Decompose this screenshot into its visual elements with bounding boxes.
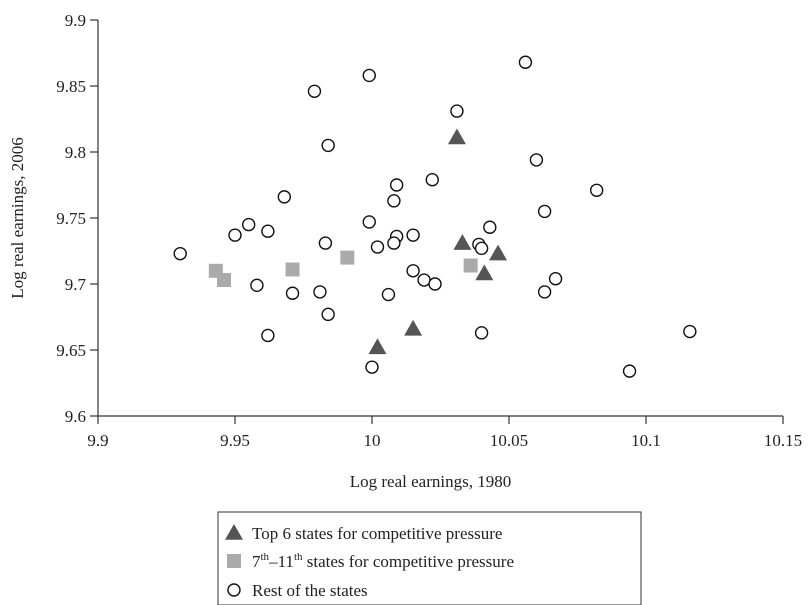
circle-point (450, 104, 464, 118)
circle-point (241, 217, 256, 232)
y-tick-label: 9.9 (65, 11, 86, 30)
circle-point (313, 285, 327, 299)
circle-point (589, 183, 604, 197)
axes (97, 20, 783, 417)
triangle-point (368, 338, 387, 355)
circle-point (483, 220, 497, 234)
circle-point (474, 326, 489, 340)
circle-point (370, 240, 385, 254)
legend-label: 7th–11th states for competitive pressure (252, 551, 514, 571)
circle-point (321, 307, 335, 322)
x-ticks: 9.9 9.95 10 10.05 10.1 10.15 (87, 416, 802, 450)
y-ticks: 9.6 9.65 9.7 9.75 9.8 9.85 9.9 (56, 11, 98, 426)
data-points (173, 55, 697, 378)
x-tick-label: 10.05 (490, 431, 528, 450)
legend-label: Top 6 states for competitive pressure (252, 524, 502, 543)
legend-label: Rest of the states (252, 581, 368, 600)
legend-square-icon (227, 554, 241, 568)
legend-superscript: th (294, 551, 303, 563)
y-tick-label: 9.8 (65, 143, 86, 162)
x-axis-title: Log real earnings, 1980 (350, 472, 511, 491)
square-point (217, 273, 232, 288)
circle-point (261, 224, 275, 238)
circle-point (529, 153, 544, 167)
circle-point (228, 228, 242, 242)
legend: Top 6 states for competitive pressure7th… (217, 511, 642, 605)
circle-point (387, 236, 401, 250)
circle-point (537, 285, 552, 299)
square-point (340, 250, 355, 265)
circle-point (518, 55, 533, 69)
triangle-point (453, 234, 472, 250)
y-tick-label: 9.65 (56, 341, 86, 360)
triangle-point (475, 264, 494, 281)
legend-superscript: th (261, 551, 270, 563)
circle-point (277, 190, 292, 204)
circle-point (537, 204, 552, 219)
square-point (285, 262, 300, 277)
legend-items: Top 6 states for competitive pressure7th… (225, 524, 514, 600)
x-tick-label: 9.9 (87, 431, 108, 450)
legend-text-part: –11 (268, 552, 294, 571)
circle-point (548, 272, 563, 286)
circle-point (406, 264, 420, 278)
y-tick-label: 9.85 (56, 77, 86, 96)
circle-point (474, 241, 489, 256)
x-tick-label: 10 (364, 431, 381, 450)
circle-point (307, 84, 322, 98)
circle-point (389, 178, 404, 192)
circle-point (365, 360, 379, 374)
triangle-point (489, 244, 508, 261)
circle-point (261, 328, 275, 343)
circle-point (622, 364, 637, 378)
circle-point (406, 228, 420, 242)
legend-triangle-icon (225, 524, 243, 540)
circle-point (417, 273, 431, 287)
circle-point (318, 236, 333, 250)
circle-point (285, 286, 300, 300)
triangle-point (447, 128, 466, 145)
legend-text-part: states for competitive pressure (303, 552, 515, 571)
circle-point (683, 324, 697, 339)
circle-point (321, 138, 335, 153)
x-tick-label: 9.95 (220, 431, 250, 450)
y-tick-label: 9.6 (65, 407, 86, 426)
circle-point (381, 287, 396, 302)
circle-point (387, 194, 401, 208)
y-tick-label: 9.7 (65, 275, 87, 294)
circle-point (362, 68, 376, 83)
square-point (463, 258, 478, 273)
x-tick-label: 10.1 (631, 431, 661, 450)
legend-text-part: 7 (252, 552, 261, 571)
y-tick-label: 9.75 (56, 209, 86, 228)
circle-point (362, 215, 376, 229)
circle-point (425, 173, 439, 187)
legend-circle-icon (227, 583, 241, 597)
y-axis-title: Log real earnings, 2006 (8, 137, 27, 298)
legend-box (217, 511, 642, 605)
triangle-point (404, 319, 423, 336)
circle-point (173, 246, 187, 261)
circle-point (250, 278, 264, 293)
x-tick-label: 10.15 (764, 431, 802, 450)
circle-point (428, 277, 442, 291)
